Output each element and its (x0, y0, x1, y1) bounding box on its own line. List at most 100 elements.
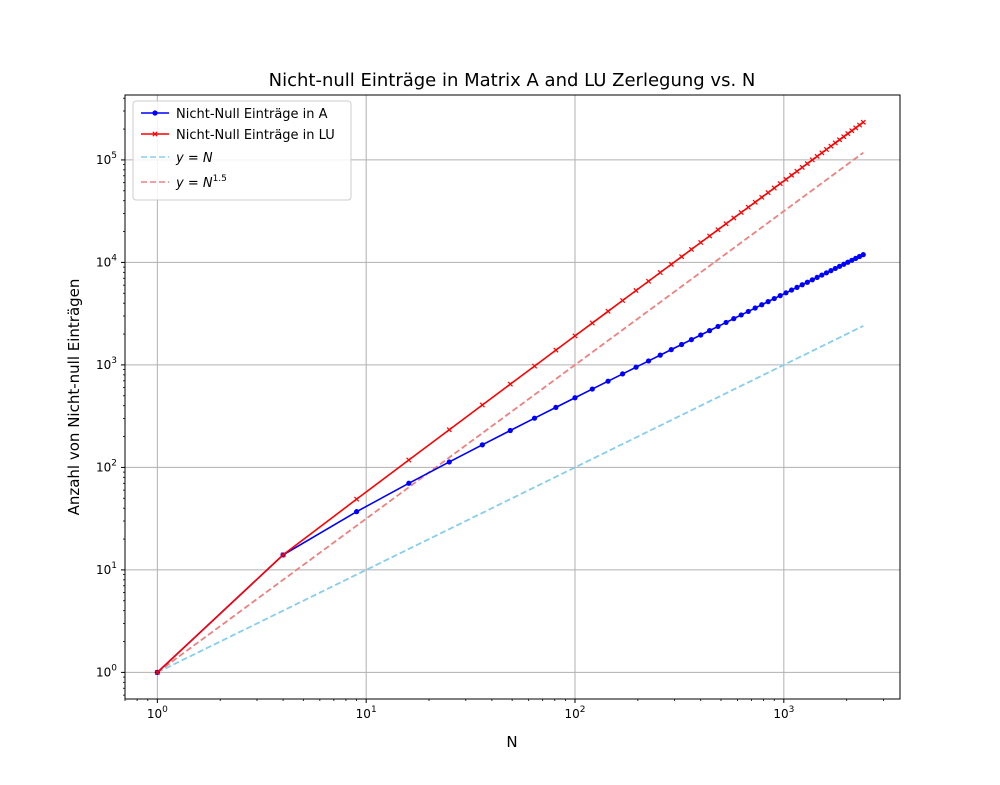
data-point (794, 284, 800, 290)
data-point (479, 402, 485, 408)
data-point (765, 299, 771, 305)
y-tick-base: 10 (96, 255, 111, 269)
data-point (788, 287, 795, 293)
data-point (771, 185, 777, 191)
data-point (679, 341, 685, 348)
data-point (819, 272, 825, 278)
data-point (553, 347, 559, 353)
data-point (788, 172, 795, 178)
y-tick-base: 10 (96, 665, 111, 679)
data-point (354, 509, 360, 515)
x-tick-label: 102 (564, 705, 585, 721)
data-point (853, 125, 859, 131)
y-tick-exp: 0 (111, 663, 117, 673)
data-point (860, 119, 866, 125)
data-point (856, 122, 863, 128)
y-tick-label: 102 (96, 458, 117, 474)
data-point (645, 278, 652, 284)
data-point (823, 146, 830, 153)
legend-label-base: y = N (175, 151, 213, 166)
data-point (814, 274, 820, 281)
data-point (633, 364, 639, 370)
data-point (809, 157, 815, 163)
data-point (745, 204, 751, 210)
data-point (406, 480, 412, 486)
data-point (668, 261, 674, 268)
y-axis-label: Anzahl von Nicht-null Einträgen (65, 279, 83, 516)
data-point (531, 363, 538, 369)
data-point (605, 308, 611, 314)
data-point (738, 312, 744, 318)
x-tick-label: 103 (773, 705, 794, 721)
data-point (799, 282, 805, 288)
data-point (849, 128, 855, 134)
x-tick-exp: 2 (580, 705, 586, 715)
data-point (860, 252, 866, 258)
data-point (771, 295, 777, 302)
data-point (828, 143, 834, 149)
data-point (836, 137, 843, 143)
data-point (678, 254, 685, 260)
data-point (605, 378, 611, 384)
y-tick-base: 10 (96, 460, 111, 474)
legend-label: y = N1.5 (175, 174, 227, 191)
data-point (723, 319, 729, 326)
data-point (280, 552, 286, 558)
data-point (507, 427, 513, 434)
data-point (479, 442, 485, 448)
x-tick-exp: 0 (162, 705, 168, 715)
y-tick-label: 103 (96, 356, 117, 372)
data-point (738, 209, 744, 216)
data-point (706, 328, 713, 334)
data-point (799, 164, 805, 170)
data-point (823, 270, 830, 276)
data-point (531, 415, 538, 421)
y-tick-exp: 1 (111, 561, 117, 571)
legend-label: y = N (175, 151, 213, 166)
data-point (752, 199, 758, 205)
data-point (804, 279, 810, 285)
data-point (759, 194, 765, 200)
data-point (794, 168, 800, 174)
data-point (572, 395, 578, 401)
data-point (589, 386, 595, 392)
legend-marker (152, 131, 158, 137)
data-point (553, 404, 559, 410)
data-point (353, 496, 360, 502)
y-tick-base: 10 (96, 153, 111, 167)
y-tick-base: 10 (96, 358, 111, 372)
data-point (619, 371, 626, 377)
data-point (446, 459, 452, 465)
x-tick-label: 101 (356, 705, 377, 721)
legend-label-base: y = N (175, 176, 213, 191)
legend-box (132, 100, 352, 201)
y-tick-base: 10 (96, 563, 111, 577)
data-point (688, 337, 695, 343)
data-point (731, 215, 737, 221)
plot-series (154, 119, 866, 676)
x-tick-base: 10 (564, 707, 579, 721)
data-point (589, 320, 595, 326)
data-point (619, 297, 626, 304)
data-point (804, 160, 810, 167)
data-point (832, 140, 838, 146)
legend-label: Nicht-Null Einträge in LU (176, 128, 335, 143)
y-tick-exp: 3 (111, 356, 117, 366)
y-tick-exp: 5 (111, 151, 117, 161)
legend: Nicht-Null Einträge in A Nicht-Null Eintr… (132, 100, 352, 201)
x-tick-exp: 1 (371, 705, 377, 715)
data-point (845, 131, 851, 137)
data-point (668, 347, 674, 353)
legend-label: Nicht-Null Einträge in A (176, 107, 328, 122)
legend-marker (152, 110, 158, 116)
data-point (731, 316, 737, 322)
data-point (657, 352, 663, 358)
data-point (406, 457, 412, 463)
data-point (572, 333, 578, 339)
data-point (715, 227, 721, 233)
data-point (828, 267, 834, 274)
data-point (698, 239, 704, 246)
data-point (759, 302, 765, 308)
